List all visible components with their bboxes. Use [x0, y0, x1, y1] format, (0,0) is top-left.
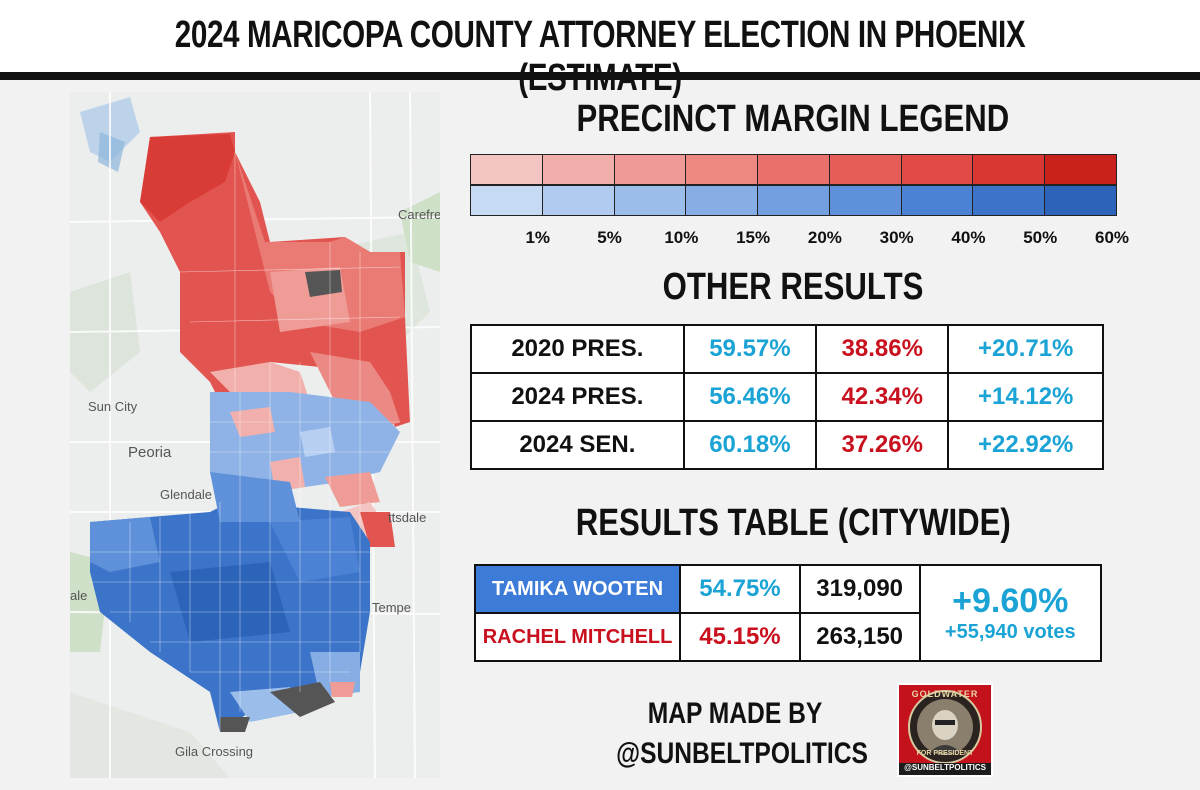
title-bar: 2024 MARICOPA COUNTY ATTORNEY ELECTION I… [0, 0, 1200, 99]
map-graphic [70, 92, 440, 778]
legend-swatch-red [757, 154, 830, 185]
credit-line-1: MAP MADE BY [647, 697, 823, 730]
map-place-label: Sun City [88, 399, 138, 414]
map-place-label: Peoria [128, 444, 172, 461]
legend-swatch-red [828, 154, 902, 185]
table-row: 2024 SEN. 60.18% 37.26% +22.92% [470, 420, 1104, 470]
credit-handle: @SUNBELTPOLITICS [616, 737, 868, 770]
legend-swatch-blue [828, 185, 902, 216]
rep-pct: 42.34% [815, 372, 950, 422]
legend-swatch-blue [470, 185, 543, 216]
table-row: TAMIKA WOOTEN 54.75% 319,090 +9.60% +55,… [473, 564, 1103, 662]
legend-swatch-red [900, 154, 974, 185]
race-label: 2024 PRES. [470, 372, 685, 422]
legend-swatch-red [1044, 154, 1117, 185]
map-place-label: Tempe [372, 600, 412, 615]
rep-pct: 37.26% [815, 420, 950, 470]
legend-swatch-blue [757, 185, 830, 216]
margin-pct: +20.71% [947, 324, 1104, 374]
goldwater-logo: GOLDWATER FOR PRESIDENT @SUNBELTPOLITICS [897, 683, 993, 777]
logo-handle: @SUNBELTPOLITICS [904, 763, 986, 772]
table-row: 2024 PRES. 56.46% 42.34% +14.12% [470, 372, 1104, 422]
other-results-table: 2020 PRES. 59.57% 38.86% +20.71% 2024 PR… [470, 324, 1104, 470]
table-row: 2020 PRES. 59.57% 38.86% +20.71% [470, 324, 1104, 374]
legend-tick-label: 10% [664, 228, 699, 247]
map-place-label: ttsdale [388, 510, 427, 525]
map-place-label: Carefree [398, 207, 440, 222]
race-label: 2020 PRES. [470, 324, 685, 374]
dem-pct: 56.46% [682, 372, 818, 422]
margin-pct: +9.60% [952, 582, 1069, 620]
logo-bottom-text: FOR PRESIDENT [916, 750, 974, 757]
legend-swatch-blue [541, 185, 615, 216]
margin-votes: +55,940 votes [944, 621, 1076, 643]
candidate-votes: 319,090 [798, 564, 921, 614]
margin-cell: +9.60% +55,940 votes [918, 564, 1103, 662]
legend-swatch-red [470, 154, 543, 185]
candidate-votes: 263,150 [798, 612, 921, 662]
table-row: RACHEL MITCHELL 45.15% 263,150 [473, 612, 1101, 662]
map-place-label: ale [70, 588, 88, 603]
legend-swatch-red [541, 154, 615, 185]
margin-pct: +22.92% [947, 420, 1104, 470]
legend-tick-label: 40% [951, 228, 986, 247]
map-credit: MAP MADE BY @SUNBELTPOLITICS [590, 694, 880, 774]
legend-heading: PRECINCT MARGIN LEGEND [576, 98, 1010, 140]
candidate-name-rep: RACHEL MITCHELL [473, 612, 682, 662]
other-results-heading: OTHER RESULTS [662, 266, 924, 308]
legend-swatch-blue [613, 185, 687, 216]
margin-pct: +14.12% [947, 372, 1104, 422]
legend-swatch-blue [685, 185, 759, 216]
legend-tick-label: 30% [879, 228, 914, 247]
map-place-label: Glendale [160, 487, 213, 502]
page-title: 2024 MARICOPA COUNTY ATTORNEY ELECTION I… [174, 14, 1026, 99]
legend-swatch-blue [900, 185, 974, 216]
legend-swatch-red [972, 154, 1046, 185]
legend-swatch-blue [972, 185, 1046, 216]
legend-swatch-red [685, 154, 759, 185]
legend-tick-label: 15% [736, 228, 771, 247]
rep-pct: 38.86% [815, 324, 950, 374]
results-table-heading: RESULTS TABLE (CITYWIDE) [575, 502, 1011, 544]
dem-pct: 60.18% [682, 420, 818, 470]
candidate-pct: 54.75% [679, 564, 801, 614]
candidate-pct: 45.15% [679, 612, 801, 662]
legend-swatch-blue [1044, 185, 1117, 216]
race-label: 2024 SEN. [470, 420, 685, 470]
legend-swatch-red [613, 154, 687, 185]
legend-tick-label: 5% [597, 228, 622, 247]
legend-tick-label: 60% [1094, 228, 1130, 247]
logo-top-text: GOLDWATER [911, 689, 979, 699]
logo-badge-icon [899, 685, 991, 775]
citywide-results-table: TAMIKA WOOTEN 54.75% 319,090 +9.60% +55,… [473, 564, 1103, 662]
map-place-label: Gila Crossing [175, 744, 254, 759]
margin-legend [470, 154, 1117, 218]
candidate-name-dem: TAMIKA WOOTEN [473, 564, 682, 614]
legend-tick-label: 50% [1023, 228, 1058, 247]
dem-pct: 59.57% [682, 324, 818, 374]
legend-tick-label: 20% [807, 228, 842, 247]
legend-tick-label: 1% [525, 228, 551, 247]
precinct-map: Carefree Sun City Peoria Glendale ttsdal… [70, 92, 440, 778]
